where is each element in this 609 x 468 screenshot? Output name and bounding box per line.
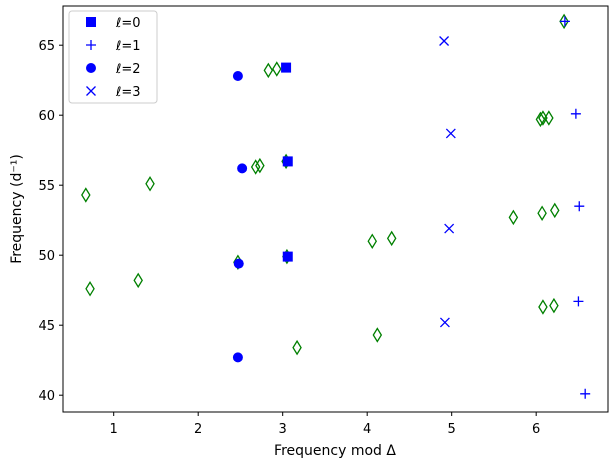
diamond-marker bbox=[145, 176, 155, 192]
legend-label: ℓ=3 bbox=[115, 85, 141, 100]
diamond-marker bbox=[535, 111, 546, 128]
y-tick-label: 55 bbox=[38, 179, 55, 194]
y-tick-label: 45 bbox=[38, 319, 55, 334]
x-marker bbox=[439, 36, 450, 46]
diamond-marker bbox=[367, 233, 378, 249]
legend-label: ℓ=0 bbox=[115, 16, 141, 31]
diamond-marker bbox=[508, 209, 519, 226]
circle-marker bbox=[86, 63, 96, 73]
diamond-marker bbox=[263, 62, 274, 79]
x-marker bbox=[439, 317, 450, 328]
y-tick-label: 60 bbox=[38, 109, 55, 124]
square-marker bbox=[282, 251, 293, 262]
legend-label: ℓ=2 bbox=[115, 62, 141, 77]
plus-marker bbox=[570, 108, 581, 119]
diamond-marker bbox=[81, 187, 91, 203]
series-plus bbox=[559, 16, 591, 399]
series-square bbox=[281, 62, 293, 262]
diamond-marker bbox=[538, 299, 548, 315]
x-tick-label: 6 bbox=[532, 422, 540, 437]
diamond-marker bbox=[85, 281, 95, 297]
x-marker bbox=[445, 128, 456, 139]
x-tick-label: 5 bbox=[448, 422, 456, 437]
x-tick-label: 2 bbox=[194, 422, 202, 437]
diamond-marker bbox=[250, 159, 261, 175]
plot-frame bbox=[62, 5, 609, 413]
diamond-marker bbox=[133, 272, 143, 289]
y-tick-label: 40 bbox=[38, 389, 55, 404]
x-axis: 1 2 3 4 5 6 bbox=[110, 412, 540, 437]
diamond-marker bbox=[372, 327, 383, 343]
y-tick-label: 65 bbox=[38, 39, 55, 54]
diamond-marker bbox=[272, 61, 282, 77]
series-x bbox=[439, 36, 456, 328]
circle-marker bbox=[233, 258, 244, 269]
legend-label: ℓ=1 bbox=[115, 39, 141, 54]
series-circle bbox=[232, 71, 248, 363]
diamond-marker bbox=[386, 230, 397, 247]
plus-marker bbox=[86, 40, 96, 50]
diamond-marker bbox=[550, 202, 560, 219]
diamond-marker bbox=[544, 110, 554, 126]
diamond-marker bbox=[537, 205, 547, 221]
plus-marker bbox=[580, 388, 591, 399]
legend: ℓ=0 ℓ=1 ℓ=2 ℓ=3 bbox=[68, 10, 158, 104]
plus-marker bbox=[559, 16, 570, 27]
x-marker bbox=[444, 223, 455, 234]
y-tick-label: 50 bbox=[38, 249, 55, 264]
square-marker bbox=[86, 17, 96, 27]
plus-marker bbox=[573, 296, 584, 307]
square-marker bbox=[282, 156, 293, 167]
y-axis-label: Frequency (d⁻¹) bbox=[9, 154, 25, 264]
diamond-marker bbox=[549, 297, 559, 314]
diamond-marker bbox=[255, 157, 265, 174]
diamond-marker bbox=[559, 13, 569, 30]
legend-box bbox=[68, 10, 158, 104]
y-axis: 40 45 50 55 60 65 bbox=[38, 39, 63, 404]
circle-marker bbox=[232, 71, 243, 81]
x-marker bbox=[86, 86, 96, 96]
data-points bbox=[81, 13, 591, 399]
x-tick-label: 3 bbox=[279, 422, 287, 437]
plus-marker bbox=[574, 201, 585, 212]
circle-marker bbox=[237, 163, 248, 174]
circle-marker bbox=[232, 352, 243, 363]
square-marker bbox=[281, 62, 292, 73]
x-tick-label: 1 bbox=[110, 422, 118, 437]
diamond-marker bbox=[292, 339, 302, 356]
x-tick-label: 4 bbox=[363, 422, 371, 437]
x-axis-label: Frequency mod Δ bbox=[274, 443, 396, 459]
